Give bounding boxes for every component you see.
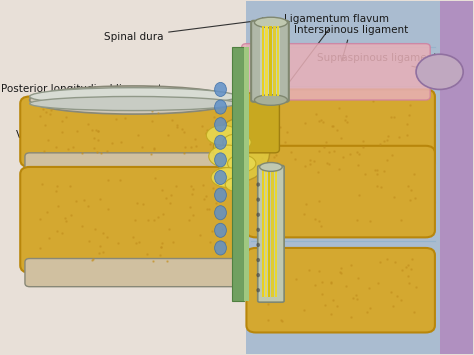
Ellipse shape <box>256 273 260 277</box>
Ellipse shape <box>256 288 260 292</box>
Ellipse shape <box>215 135 227 149</box>
FancyBboxPatch shape <box>232 47 244 301</box>
FancyBboxPatch shape <box>246 146 435 237</box>
FancyBboxPatch shape <box>269 26 272 97</box>
FancyBboxPatch shape <box>20 97 246 167</box>
Text: Supraspinous ligament: Supraspinous ligament <box>317 53 438 72</box>
FancyBboxPatch shape <box>262 170 264 297</box>
Ellipse shape <box>215 206 227 220</box>
FancyBboxPatch shape <box>25 153 242 181</box>
Ellipse shape <box>255 95 287 105</box>
Ellipse shape <box>256 213 260 217</box>
FancyBboxPatch shape <box>275 170 277 297</box>
Ellipse shape <box>215 188 227 202</box>
Ellipse shape <box>206 125 239 145</box>
Ellipse shape <box>30 86 237 114</box>
Ellipse shape <box>215 223 227 237</box>
FancyBboxPatch shape <box>244 47 249 301</box>
Ellipse shape <box>215 82 227 97</box>
FancyBboxPatch shape <box>258 165 284 302</box>
Ellipse shape <box>256 228 260 232</box>
Ellipse shape <box>255 17 287 28</box>
Ellipse shape <box>260 163 282 171</box>
Ellipse shape <box>228 155 256 172</box>
FancyBboxPatch shape <box>268 170 271 297</box>
Ellipse shape <box>209 145 246 168</box>
Ellipse shape <box>225 178 249 192</box>
Text: Interspinous ligament: Interspinous ligament <box>293 24 408 61</box>
Ellipse shape <box>215 241 227 255</box>
Ellipse shape <box>256 243 260 247</box>
Text: Ligamentum flavum: Ligamentum flavum <box>268 14 389 111</box>
Ellipse shape <box>213 118 270 181</box>
Text: Epidural fat: Epidural fat <box>25 173 233 182</box>
FancyBboxPatch shape <box>277 26 279 97</box>
Ellipse shape <box>30 88 237 105</box>
Ellipse shape <box>256 182 260 187</box>
Ellipse shape <box>215 118 227 132</box>
FancyBboxPatch shape <box>246 89 435 167</box>
Ellipse shape <box>256 258 260 262</box>
Ellipse shape <box>256 197 260 202</box>
FancyBboxPatch shape <box>273 26 276 97</box>
FancyBboxPatch shape <box>272 170 274 297</box>
Ellipse shape <box>416 54 463 89</box>
Ellipse shape <box>215 153 227 167</box>
Ellipse shape <box>215 100 227 114</box>
FancyBboxPatch shape <box>242 93 279 153</box>
FancyBboxPatch shape <box>251 21 289 102</box>
FancyBboxPatch shape <box>246 1 473 354</box>
FancyBboxPatch shape <box>246 248 435 333</box>
FancyBboxPatch shape <box>262 26 264 97</box>
FancyBboxPatch shape <box>265 26 268 97</box>
Ellipse shape <box>30 97 237 110</box>
Text: Venous plexus: Venous plexus <box>16 130 217 161</box>
FancyBboxPatch shape <box>242 44 430 100</box>
FancyBboxPatch shape <box>25 258 242 287</box>
Ellipse shape <box>211 168 244 187</box>
FancyBboxPatch shape <box>20 167 246 273</box>
Text: Spinal dura: Spinal dura <box>104 18 267 42</box>
FancyBboxPatch shape <box>439 1 473 354</box>
Ellipse shape <box>223 134 251 151</box>
Ellipse shape <box>215 170 227 185</box>
FancyBboxPatch shape <box>260 26 280 97</box>
Text: Posterior longitudinal ligament: Posterior longitudinal ligament <box>1 84 234 108</box>
FancyBboxPatch shape <box>265 170 267 297</box>
